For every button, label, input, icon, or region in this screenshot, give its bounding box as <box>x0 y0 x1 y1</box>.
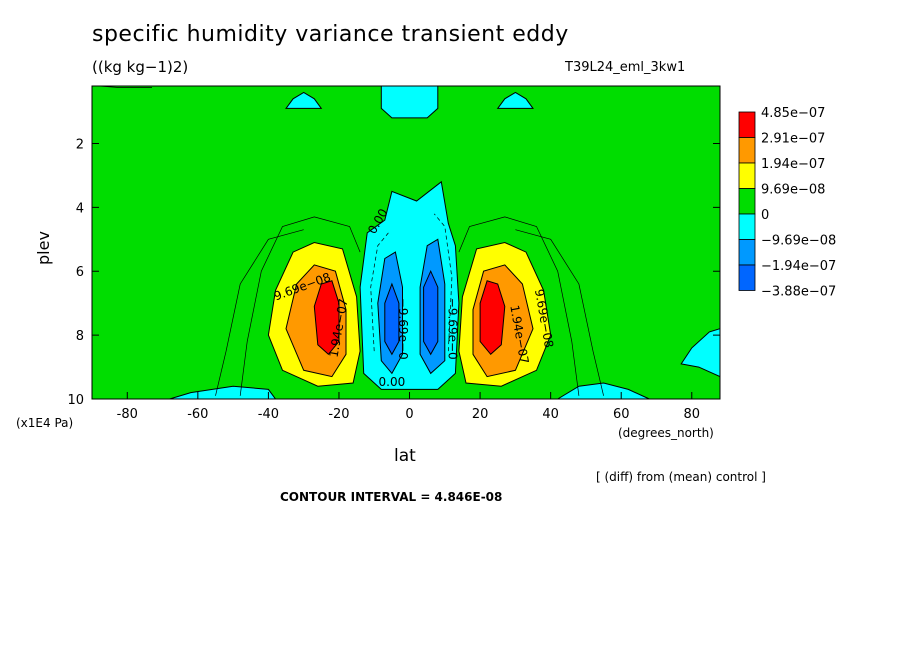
y-tick-label: 6 <box>76 265 84 280</box>
contour-label: −9.69e−0 <box>396 298 410 360</box>
x-axis-label: lat <box>394 446 416 466</box>
contour-line-outer-left <box>239 216 361 396</box>
fill-red-left <box>313 280 340 356</box>
chart-units: ((kg kg−1)2) <box>92 58 189 76</box>
contour-interval: CONTOUR INTERVAL = 4.846E-08 <box>280 490 503 504</box>
y-axis: 2 4 6 8 10 <box>67 137 720 408</box>
legend-label: −1.94e−07 <box>761 259 836 274</box>
y-tick-label: 8 <box>76 329 84 344</box>
x-tick-label: 40 <box>542 407 559 422</box>
y-tick-label: 10 <box>67 393 84 408</box>
legend-label: 0 <box>761 208 769 223</box>
plot-frame <box>91 85 721 400</box>
fill-blue-left <box>384 282 400 356</box>
legend-swatch <box>738 213 756 240</box>
y-tick-label: 2 <box>76 137 84 152</box>
x-tick-label: 0 <box>405 407 413 422</box>
legend-swatch <box>738 162 756 189</box>
contour-line-outer2-left <box>215 229 304 396</box>
fill-top-cyan-right <box>496 91 534 109</box>
y-tick-label: 4 <box>76 201 84 216</box>
x-tick-label: 20 <box>472 407 489 422</box>
contour-fills <box>92 85 721 400</box>
legend-swatch <box>738 111 756 138</box>
contour-line-dash-right <box>433 213 453 352</box>
y-axis-label: plev <box>34 231 53 265</box>
x-axis: -80 -60 -40 -20 0 20 40 60 80 <box>117 392 700 422</box>
x-tick-label: -20 <box>328 407 349 422</box>
x-tick-label: -80 <box>117 407 138 422</box>
x-units: (degrees_north) <box>618 426 714 440</box>
x-tick-label: 60 <box>613 407 630 422</box>
legend-swatch <box>738 137 756 164</box>
legend-label: 2.91e−07 <box>761 132 825 147</box>
legend-swatch <box>738 239 756 266</box>
x-tick-label: 80 <box>684 407 701 422</box>
legend-label: 4.85e−07 <box>761 106 825 121</box>
chart-title: specific humidity variance transient edd… <box>92 22 569 47</box>
x-tick-label: -40 <box>258 407 279 422</box>
contour-line-outer-right <box>458 216 580 396</box>
fill-top-cyan-left <box>285 91 323 109</box>
fill-blue-right <box>423 269 439 356</box>
legend-swatch <box>738 188 756 215</box>
diff-note: [ (diff) from (mean) control ] <box>596 470 766 484</box>
legend-label: −3.88e−07 <box>761 285 836 300</box>
legend-label: 9.69e−08 <box>761 183 825 198</box>
contour-label: −9.69e−0 <box>445 298 459 360</box>
legend-swatch <box>738 264 756 291</box>
run-name: T39L24_eml_3kw1 <box>565 60 686 75</box>
y-scale-units: (x1E4 Pa) <box>16 416 74 430</box>
legend-label: 1.94e−07 <box>761 157 825 172</box>
legend-label: −9.69e−08 <box>761 234 836 249</box>
contour-line-outer2-right <box>515 229 604 396</box>
x-tick-label: -60 <box>187 407 208 422</box>
contour-label: 0.00 <box>379 375 406 389</box>
fill-red-right <box>479 280 506 356</box>
contour-line-top-left <box>99 85 152 88</box>
color-legend: 4.85e−07 2.91e−07 1.94e−07 9.69e−08 0 −9.69e−… <box>738 106 836 300</box>
contour-lines <box>99 85 604 396</box>
contour-line-dash-left <box>370 232 389 352</box>
fill-top-cyan <box>380 85 439 119</box>
